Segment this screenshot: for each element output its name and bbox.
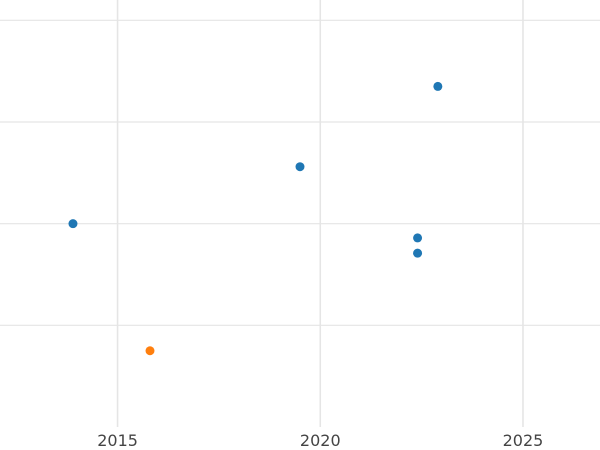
data-point xyxy=(433,81,443,91)
data-point xyxy=(145,346,155,356)
data-point xyxy=(68,219,78,229)
data-point xyxy=(295,162,305,172)
data-point xyxy=(413,248,423,258)
x-tick-label: 2015 xyxy=(97,431,138,450)
x-tick-label: 2020 xyxy=(300,431,341,450)
data-point xyxy=(413,233,423,243)
x-tick-label: 2025 xyxy=(503,431,544,450)
x-tick-labels: 2015 2020 2025 xyxy=(97,431,543,450)
grid-layer xyxy=(0,0,600,427)
points-layer xyxy=(68,81,443,356)
